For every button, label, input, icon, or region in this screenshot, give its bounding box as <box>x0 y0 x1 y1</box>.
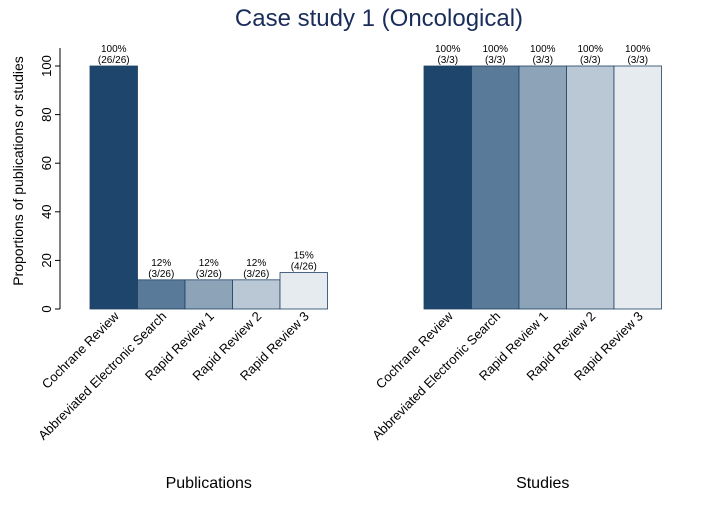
group-label-studies: Studies <box>516 475 569 492</box>
bar-studies-5 <box>613 65 662 310</box>
data-label-count: (3/26) <box>148 269 174 280</box>
data-label-percent: 12% <box>246 258 266 269</box>
y-tick-label: 40 <box>39 205 54 219</box>
category-label: Cochrane Review <box>373 308 457 392</box>
group-label-publications: Publications <box>166 475 252 492</box>
data-label-percent: 100% <box>482 44 508 55</box>
data-label-count: (3/3) <box>627 55 648 66</box>
bar-studies-2 <box>471 65 520 310</box>
group-labels: Publications Studies <box>166 475 570 492</box>
bars <box>89 65 662 310</box>
y-tick-label: 20 <box>39 253 54 267</box>
bar-publications-3 <box>184 279 233 310</box>
data-labels: 100%(26/26)12%(3/26)12%(3/26)12%(3/26)15… <box>98 44 651 280</box>
y-tick-label: 0 <box>39 305 54 312</box>
data-label-percent: 12% <box>151 258 171 269</box>
data-label-count: (3/3) <box>580 55 601 66</box>
bar-publications-5 <box>279 272 328 310</box>
y-axis: 0 20 40 60 80 100 <box>39 48 61 313</box>
y-tick-label: 80 <box>39 107 54 121</box>
data-label-count: (3/3) <box>532 55 553 66</box>
bar-publications-4 <box>232 279 281 310</box>
data-label-percent: 100% <box>101 44 127 55</box>
category-label: Cochrane Review <box>39 308 123 392</box>
chart-title: Case study 1 (Oncological) <box>235 5 523 32</box>
bar-publications-1 <box>89 65 138 310</box>
y-tick-label: 100 <box>39 55 54 77</box>
bar-studies-4 <box>566 65 615 310</box>
bar-studies-1 <box>423 65 472 310</box>
data-label-count: (3/3) <box>437 55 458 66</box>
data-label-percent: 100% <box>625 44 651 55</box>
bar-studies-3 <box>518 65 567 310</box>
data-label-percent: 12% <box>199 258 219 269</box>
data-label-count: (3/26) <box>243 269 269 280</box>
data-label-count: (3/26) <box>196 269 222 280</box>
data-label-percent: 100% <box>530 44 556 55</box>
data-label-count: (4/26) <box>291 262 317 273</box>
bar-publications-2 <box>137 279 186 310</box>
data-label-count: (26/26) <box>98 55 130 66</box>
data-label-count: (3/3) <box>485 55 506 66</box>
y-tick-label: 60 <box>39 156 54 170</box>
data-label-percent: 100% <box>577 44 603 55</box>
data-label-percent: 100% <box>435 44 461 55</box>
data-label-percent: 15% <box>294 251 314 262</box>
y-axis-label: Proportions of publications or studies <box>10 56 26 286</box>
